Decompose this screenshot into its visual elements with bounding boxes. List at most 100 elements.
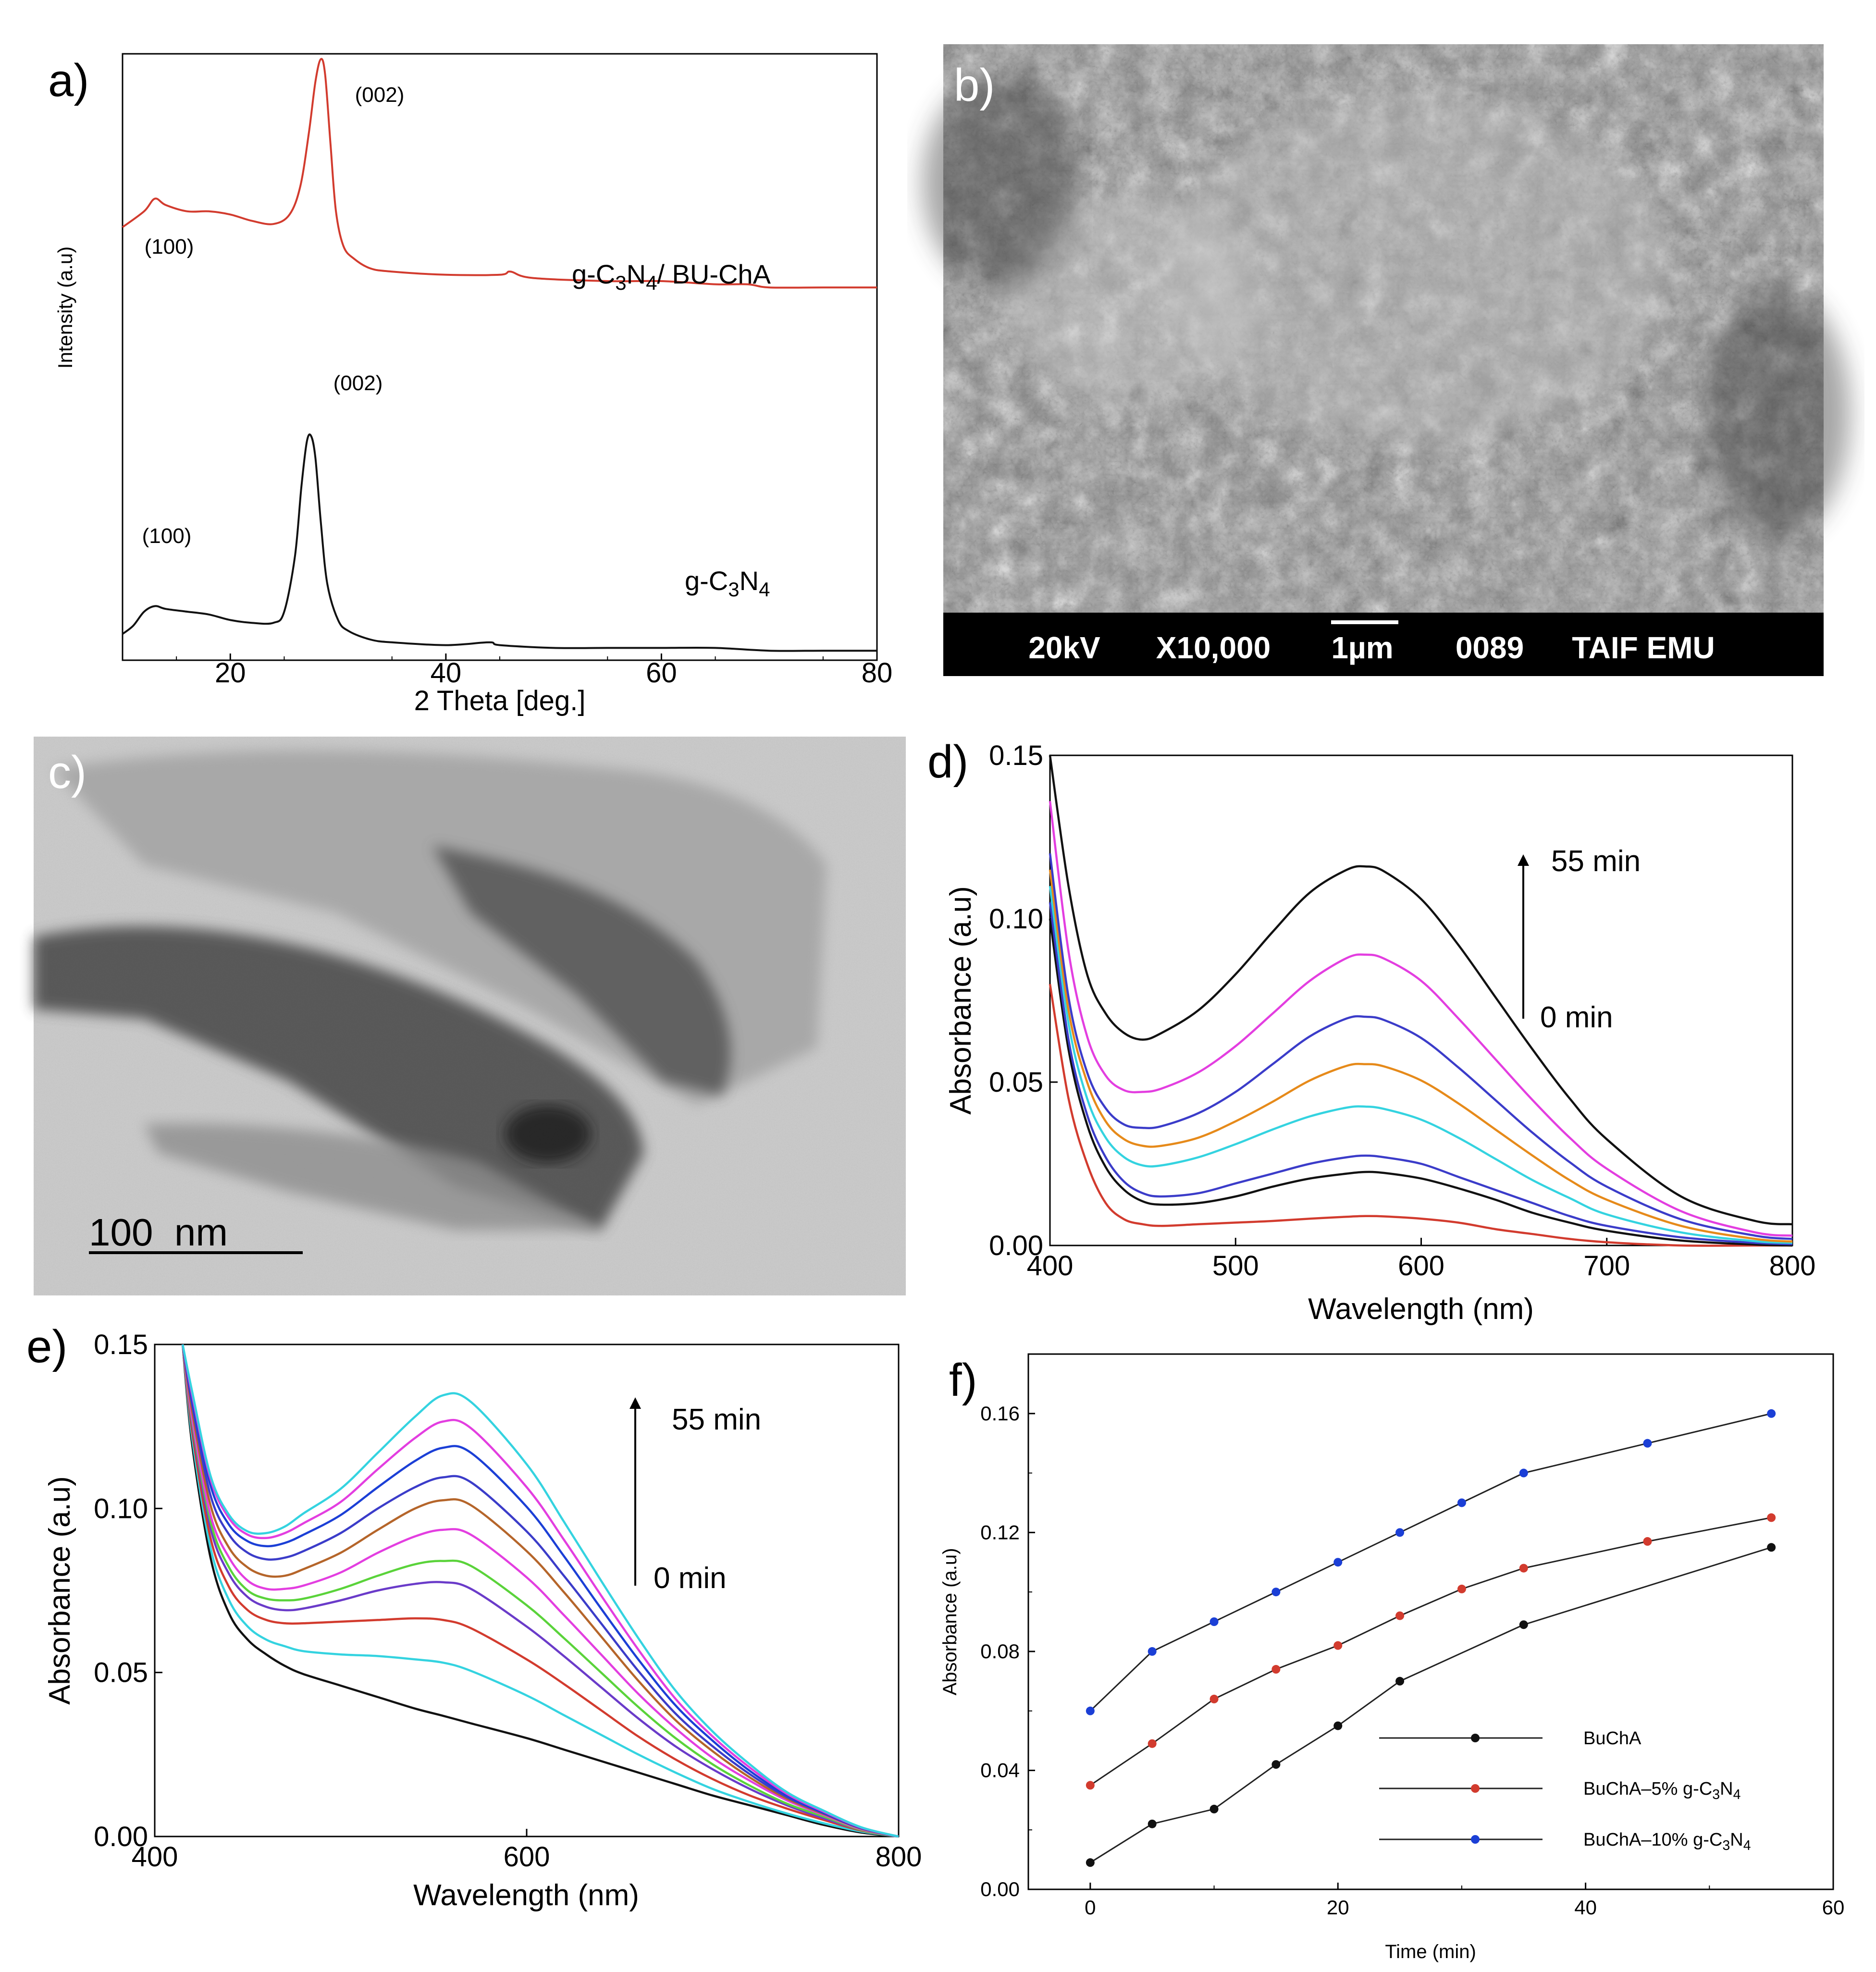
panel-f-point-1 xyxy=(1395,1611,1405,1620)
panel-f-label: f) xyxy=(949,1355,977,1406)
panel-a-xtick-label: 40 xyxy=(431,657,462,689)
panel-f-point-1 xyxy=(1333,1641,1343,1650)
tem-scale-label: 100 nm xyxy=(89,1211,228,1254)
panel-e-line-cyan-lower xyxy=(181,1344,899,1838)
panel-f-xtick-label: 20 xyxy=(1327,1896,1349,1919)
panel-d-xtick-label: 500 xyxy=(1212,1250,1259,1282)
panel-d-line-red xyxy=(1049,984,1792,1247)
panel-d-line-black xyxy=(1049,755,1793,1226)
panel-d-ytick-label: 0.05 xyxy=(989,1067,1043,1098)
panel-f-legend: BuChA BuChA–5% g-C3N4 BuChA–10% g-C3N4 xyxy=(1379,1728,1751,1853)
panel-f-legend-label: BuChA–10% g-C3N4 xyxy=(1583,1830,1751,1853)
panel-e-xtick-label: 400 xyxy=(132,1841,178,1873)
panel-e-time-top: 55 min xyxy=(672,1403,761,1436)
panel-f-point-2 xyxy=(1519,1468,1528,1478)
panel-d-line-cyan xyxy=(1049,886,1793,1244)
sem-shadow xyxy=(923,77,1076,288)
panel-e-line-blue-upper xyxy=(181,1344,899,1838)
panel-d-line-black-lower xyxy=(1049,918,1793,1247)
panel-a-xtick-label: 60 xyxy=(646,657,677,689)
panel-d-xtick-label: 400 xyxy=(1027,1250,1074,1282)
panel-e-xtick-label: 800 xyxy=(876,1841,922,1873)
peak-002-label-bottom: (002) xyxy=(333,371,383,395)
panel-f-ytick-label: 0.04 xyxy=(980,1759,1020,1781)
panel-d-frame xyxy=(1049,754,1793,1246)
panel-f-point-0 xyxy=(1148,1819,1157,1828)
panel-f-xtick-label: 60 xyxy=(1822,1896,1845,1919)
panel-e-line-blue-mid xyxy=(181,1344,899,1838)
panel-e-line-green xyxy=(181,1344,899,1838)
panel-f-xlabel: Time (min) xyxy=(1385,1941,1476,1962)
panel-f-xtick-label: 0 xyxy=(1085,1896,1096,1919)
panel-d-xtick-label: 600 xyxy=(1398,1250,1444,1282)
panel-f-legend-label: BuChA xyxy=(1583,1728,1642,1749)
panel-f-point-0 xyxy=(1210,1804,1219,1813)
panel-f-axes: 0.00 0.04 0.08 0.12 0.16 0 20 40 60 xyxy=(980,1402,1844,1919)
panel-d-ytick-label: 0.10 xyxy=(989,903,1043,935)
panel-f-point-1 xyxy=(1148,1739,1157,1748)
panel-e-label: e) xyxy=(26,1321,67,1372)
panel-a-xrd-chart: a) 20 40 60 80 2 Theta [deg.] Intensity (a.… xyxy=(48,53,892,716)
panel-f-ytick-label: 0.00 xyxy=(980,1878,1020,1900)
panel-f-point-1 xyxy=(1210,1694,1219,1703)
tem-sheet-dark xyxy=(34,926,644,1230)
panel-f-point-2 xyxy=(1271,1588,1281,1597)
panel-f-point-2 xyxy=(1148,1647,1157,1656)
panel-e-xlabel: Wavelength (nm) xyxy=(413,1879,639,1912)
sem-shadow-2 xyxy=(1706,288,1850,538)
panel-f-point-0 xyxy=(1767,1543,1776,1552)
panel-c-label: c) xyxy=(48,747,86,798)
panel-f-ytick-label: 0.08 xyxy=(980,1640,1020,1663)
panel-d-absorbance-chart: d) 0.00 0.05 0.10 0.15 400 500 600 700 800 Wavel… xyxy=(927,736,1815,1326)
sem-voltage: 20kV xyxy=(1028,630,1100,665)
panel-e-absorbance-chart: e) 0.00 0.05 0.10 0.15 400 600 800 Wavelength … xyxy=(26,1321,922,1912)
panel-b-sem-image: 20kV X10,000 1µm 0089 TAIF EMU b) xyxy=(923,44,1850,676)
panel-e-axes: 0.00 0.05 0.10 0.15 400 600 800 xyxy=(94,1329,922,1873)
panel-f-line-2 xyxy=(1089,1413,1772,1712)
panel-e-line-brown xyxy=(181,1344,899,1838)
panel-f-point-0 xyxy=(1271,1760,1281,1769)
panel-f-point-2 xyxy=(1333,1558,1343,1567)
panel-e-line-cyan xyxy=(181,1344,899,1838)
panel-a-xtick-label: 80 xyxy=(862,657,893,689)
panel-d-line-orange xyxy=(1049,869,1793,1243)
panel-a-x-axis: 20 40 60 80 xyxy=(176,653,892,689)
panel-f-point-0 xyxy=(1086,1858,1095,1867)
panel-f-point-2 xyxy=(1643,1439,1652,1448)
sem-lab-name: TAIF EMU xyxy=(1572,630,1715,665)
panel-f-legend-marker xyxy=(1471,1835,1480,1844)
tem-sheet-mid xyxy=(144,1123,601,1230)
panel-f-point-1 xyxy=(1457,1584,1466,1593)
tem-sheet-dark-2 xyxy=(432,846,731,1096)
sem-magnification: X10,000 xyxy=(1156,630,1271,665)
panel-f-point-1 xyxy=(1086,1781,1095,1790)
panel-f-point-2 xyxy=(1457,1498,1466,1507)
panel-d-ytick-label: 0.00 xyxy=(989,1230,1043,1261)
panel-e-ytick-label: 0.00 xyxy=(94,1821,148,1852)
panel-e-ylabel: Absorbance (a.u) xyxy=(43,1476,76,1705)
peak-100-label-bottom: (100) xyxy=(142,524,192,548)
panel-f-ytick-label: 0.12 xyxy=(980,1521,1020,1543)
panel-e-line-magenta-lower xyxy=(181,1344,899,1838)
panel-c-tem-image: 100 nm c) xyxy=(34,737,906,1295)
panel-f-legend-marker xyxy=(1471,1784,1480,1793)
panel-f-point-0 xyxy=(1395,1676,1405,1686)
panel-e-ytick-label: 0.05 xyxy=(94,1657,148,1689)
panel-f-ylabel: Absorbance (a.u) xyxy=(939,1548,961,1696)
panel-a-xlabel: 2 Theta [deg.] xyxy=(414,685,586,716)
panel-f-ytick-label: 0.16 xyxy=(980,1402,1020,1425)
panel-e-line-red xyxy=(181,1344,899,1838)
panel-e-line-violet xyxy=(181,1344,899,1838)
panel-e-xtick-label: 600 xyxy=(504,1841,550,1873)
panel-f-line-1 xyxy=(1089,1516,1772,1786)
panel-f-point-2 xyxy=(1767,1409,1776,1418)
series-label-top: g-C3N4/ BU-ChA xyxy=(572,259,771,294)
panel-e-frame xyxy=(154,1343,900,1837)
sem-highlight-2 xyxy=(1004,192,1254,404)
panel-d-time-top: 55 min xyxy=(1551,845,1641,878)
series-label-bottom: g-C3N4 xyxy=(685,566,770,601)
peak-002-label-top: (002) xyxy=(355,83,405,107)
panel-f-point-0 xyxy=(1333,1721,1343,1730)
panel-f-xtick-label: 40 xyxy=(1574,1896,1597,1919)
panel-f-legend-label: BuChA–5% g-C3N4 xyxy=(1583,1779,1741,1802)
